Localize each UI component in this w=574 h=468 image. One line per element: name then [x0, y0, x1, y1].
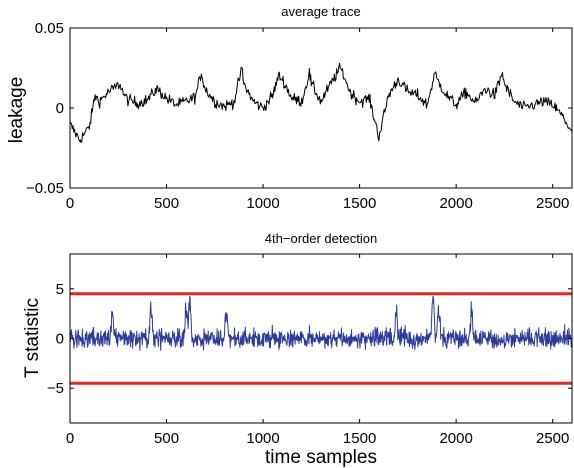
bottom-panel-xlabel: time samples — [265, 447, 377, 468]
y-tick-label: −0.05 — [26, 180, 64, 197]
x-tick-label: 0 — [66, 195, 74, 212]
top-y-ticks: −0.05 0 0.05 — [26, 20, 572, 197]
x-tick-label: 2500 — [536, 195, 569, 212]
bottom-y-ticks: −5 0 5 — [47, 281, 572, 397]
x-tick-label: 2000 — [439, 430, 472, 447]
x-tick-label: 0 — [66, 430, 74, 447]
x-tick-label: 1000 — [246, 195, 279, 212]
x-tick-label: 500 — [154, 430, 179, 447]
threshold-lines — [70, 292, 572, 385]
x-tick-label: 2000 — [439, 195, 472, 212]
bottom-panel-title: 4th−order detection — [265, 231, 377, 246]
top-panel-ylabel: leakage — [6, 77, 27, 144]
x-tick-label: 1500 — [343, 195, 376, 212]
top-x-ticks: 0 500 1000 1500 2000 2500 — [66, 28, 569, 212]
series-line — [69, 295, 573, 351]
detection-panel: 4th−order detection T statistic time sam… — [22, 231, 573, 468]
top-panel-title: average trace — [281, 4, 361, 19]
x-tick-label: 2500 — [536, 430, 569, 447]
top-plot-frame — [69, 27, 573, 189]
y-tick-label: 5 — [56, 281, 64, 298]
x-tick-label: 500 — [154, 195, 179, 212]
x-tick-label: 1500 — [343, 430, 376, 447]
y-tick-label: 0 — [56, 100, 64, 117]
average-trace-panel: average trace leakage 0 500 1000 1500 2000 25… — [6, 4, 573, 212]
x-tick-label: 1000 — [246, 430, 279, 447]
y-tick-label: 0 — [56, 331, 64, 348]
y-tick-label: 0.05 — [35, 20, 64, 37]
y-tick-label: −5 — [47, 380, 64, 397]
bottom-x-ticks: 0 500 1000 1500 2000 2500 — [66, 254, 569, 447]
bottom-panel-ylabel: T statistic — [22, 298, 43, 378]
series-line — [69, 62, 573, 144]
average-trace-series — [69, 62, 573, 144]
detection-series — [69, 295, 573, 351]
